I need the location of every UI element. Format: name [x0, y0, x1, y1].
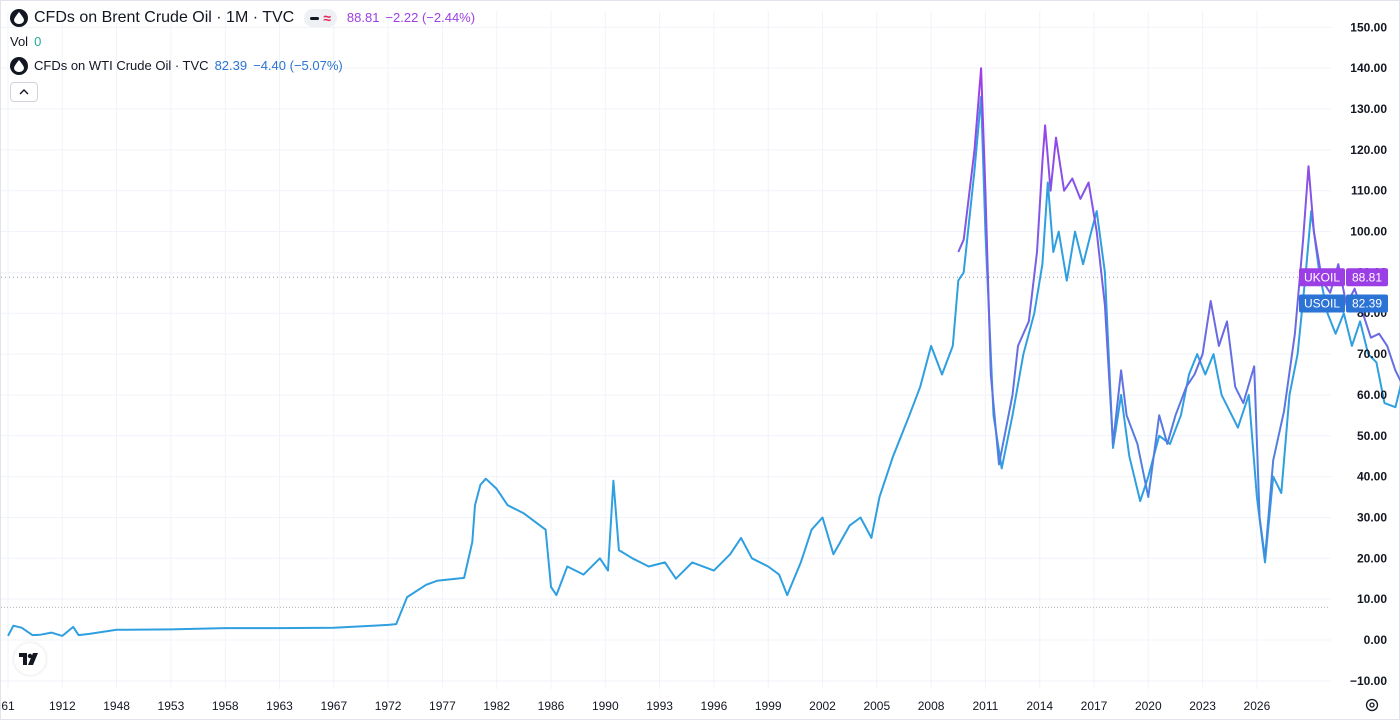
- main-series-title[interactable]: CFDs on Brent Crude Oil · 1M · TVC: [34, 9, 295, 26]
- x-tick-label: 1958: [212, 699, 239, 713]
- x-tick-label: 1912: [49, 699, 76, 713]
- x-tick-label: 2011: [972, 699, 998, 713]
- main-price: 88.81: [346, 10, 380, 25]
- legend: CFDs on Brent Crude Oil · 1M · TVC ≈ 88.…: [10, 6, 475, 102]
- y-tick-label: 110.00: [1351, 184, 1387, 198]
- x-tick-label: 1996: [701, 699, 728, 713]
- x-tick-label: 61: [1, 699, 15, 713]
- main-series-legend[interactable]: CFDs on Brent Crude Oil · 1M · TVC ≈ 88.…: [10, 6, 475, 30]
- ukoil-price-badge-price-bg: [1346, 268, 1388, 287]
- gear-icon[interactable]: [1362, 695, 1382, 715]
- usoil-price-badge[interactable]: USOIL 82.39: [1299, 294, 1388, 313]
- compare-series-title[interactable]: CFDs on WTI Crude Oil · TVC: [34, 58, 209, 73]
- usoil-series-line[interactable]: [7, 95, 1400, 637]
- x-tick-label: 1963: [266, 699, 293, 713]
- x-tick-label: 2023: [1189, 699, 1216, 713]
- x-tick-label: 1953: [158, 699, 185, 713]
- y-tick-label: 40.00: [1357, 470, 1387, 484]
- y-tick-label: 120.00: [1350, 143, 1387, 157]
- usoil-price-badge-name: USOIL: [1304, 296, 1340, 310]
- y-tick-label: 150.00: [1350, 20, 1387, 34]
- x-tick-label: 2026: [1244, 699, 1271, 713]
- ukoil-price-badge-name: UKOIL: [1304, 270, 1340, 284]
- x-tick-label: 1977: [429, 699, 456, 713]
- volume-label: Vol: [10, 34, 29, 49]
- x-tick-label: 2014: [1026, 699, 1053, 713]
- x-tick-label: 2002: [809, 699, 836, 713]
- usoil-price-badge-price: 82.39: [1352, 296, 1382, 310]
- main-change: −2.22 (−2.44%): [385, 10, 476, 25]
- ukoil-price-badge-name-bg: [1299, 268, 1345, 287]
- series-controls[interactable]: ≈: [304, 9, 337, 27]
- x-tick-label: 1982: [483, 699, 510, 713]
- ukoil-price-badge[interactable]: UKOIL 88.81: [1299, 268, 1388, 287]
- y-tick-label: 30.00: [1357, 510, 1387, 524]
- x-tick-label: 1972: [375, 699, 402, 713]
- x-tick-label: 1990: [592, 699, 619, 713]
- usoil-price-badge-price-bg: [1346, 294, 1388, 313]
- x-tick-label: 2017: [1081, 699, 1108, 713]
- x-tick-label: 1948: [103, 699, 130, 713]
- y-tick-label: 70.00: [1357, 347, 1387, 361]
- x-tick-label: 2005: [863, 699, 890, 713]
- approx-icon[interactable]: ≈: [323, 10, 331, 26]
- oil-drop-icon: [10, 57, 28, 75]
- y-tick-label: −10.00: [1350, 674, 1387, 688]
- ukoil-price-badge-price: 88.81: [1352, 270, 1382, 284]
- y-tick-label: 100.00: [1350, 225, 1387, 239]
- x-tick-label: 1993: [646, 699, 673, 713]
- volume-value: 0: [34, 34, 42, 49]
- oil-drop-icon: [10, 9, 28, 27]
- y-tick-label: 10.00: [1357, 592, 1387, 606]
- y-tick-label: 50.00: [1357, 429, 1387, 443]
- y-tick-label: 0.00: [1364, 633, 1388, 647]
- y-tick-label: 140.00: [1350, 61, 1387, 75]
- usoil-price-badge-name-bg: [1299, 294, 1345, 313]
- collapse-legend-button[interactable]: [10, 82, 38, 102]
- x-tick-label: 1967: [320, 699, 347, 713]
- y-tick-label: 130.00: [1350, 102, 1387, 116]
- y-tick-label: 60.00: [1357, 388, 1387, 402]
- compare-price: 82.39: [214, 58, 248, 73]
- volume-legend[interactable]: Vol 0: [10, 30, 475, 54]
- x-tick-label: 2020: [1135, 699, 1162, 713]
- dash-icon[interactable]: [310, 16, 320, 20]
- tradingview-logo-icon[interactable]: [14, 643, 46, 675]
- x-tick-label: 1986: [538, 699, 565, 713]
- chevron-up-icon: [19, 89, 29, 95]
- compare-change: −4.40 (−5.07%): [253, 58, 343, 73]
- y-tick-label: 20.00: [1357, 551, 1387, 565]
- x-tick-label: 2008: [918, 699, 945, 713]
- x-tick-label: 1999: [755, 699, 782, 713]
- compare-series-legend[interactable]: CFDs on WTI Crude Oil · TVC 82.39 −4.40 …: [10, 54, 475, 78]
